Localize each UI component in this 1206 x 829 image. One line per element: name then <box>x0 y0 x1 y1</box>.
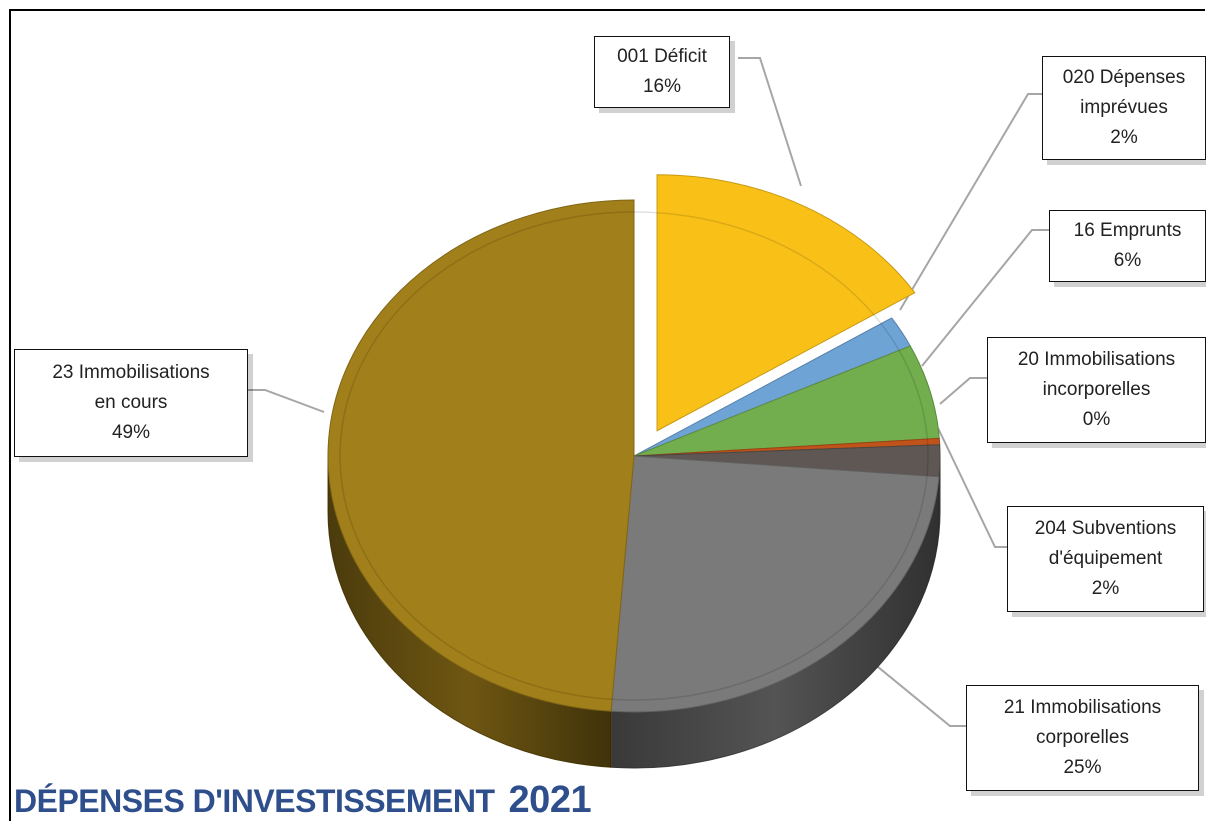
data-label-text: 20 Immobilisations <box>1017 349 1176 370</box>
data-label-text: incorporelles <box>1042 379 1151 400</box>
data-label-20: 20 Immobilisations incorporelles 0% <box>987 337 1206 443</box>
leader-line-020 <box>899 93 1042 311</box>
pie-side-shade-21 <box>611 476 939 768</box>
data-label-percent: 2% <box>1110 127 1138 148</box>
data-label-percent: 25% <box>1063 757 1102 778</box>
data-label-text: 020 Dépenses <box>1062 67 1186 88</box>
data-label-16: 16 Emprunts 6% <box>1049 210 1206 282</box>
data-label-text: 204 Subventions <box>1034 518 1177 539</box>
pie-top-ring <box>339 211 929 701</box>
leader-lines <box>248 57 1049 727</box>
data-label-23: 23 Immobilisations en cours 49% <box>14 349 248 457</box>
leader-line-23 <box>248 389 325 413</box>
pie-side-shade-23 <box>328 456 612 768</box>
pie-slice-21 <box>610 455 940 713</box>
leader-line-20 <box>939 377 987 405</box>
data-label-21: 21 Immobilisations corporelles 25% <box>966 685 1199 791</box>
data-label-text: 21 Immobilisations <box>1003 697 1162 718</box>
pie-slice-001 <box>656 174 916 432</box>
pie-slice-23 <box>327 199 635 712</box>
leader-line-21 <box>849 643 966 727</box>
leader-line-204 <box>937 427 1007 548</box>
data-label-percent: 49% <box>111 422 151 443</box>
data-label-001: 001 Déficit 16% <box>594 36 730 108</box>
data-label-text: corporelles <box>1036 727 1129 748</box>
data-label-percent: 6% <box>1113 250 1142 271</box>
data-label-text: 23 Immobilisations <box>52 362 210 383</box>
chart-frame <box>9 9 1205 821</box>
data-label-text: imprévues <box>1080 97 1168 118</box>
data-label-text: en cours <box>94 392 168 413</box>
data-label-text: 001 Déficit <box>617 46 707 67</box>
page-title: DÉPENSES D'INVESTISSEMENT 2021 <box>14 779 592 821</box>
leader-line-001 <box>738 57 802 187</box>
data-label-020: 020 Dépenses imprévues 2% <box>1042 56 1206 160</box>
leader-line-16 <box>921 229 1049 367</box>
data-label-204: 204 Subventions d'équipement 2% <box>1007 506 1204 612</box>
title-year: 2021 <box>508 779 592 821</box>
title-text: DÉPENSES D'INVESTISSEMENT <box>14 783 495 819</box>
pie-sides <box>327 455 941 769</box>
data-label-percent: 16% <box>642 76 682 97</box>
data-label-percent: 2% <box>1091 578 1120 599</box>
data-label-percent: 0% <box>1082 409 1111 430</box>
data-label-text: d'équipement <box>1048 548 1163 569</box>
pie-tops <box>327 174 941 713</box>
data-label-text: 16 Emprunts <box>1073 220 1182 241</box>
